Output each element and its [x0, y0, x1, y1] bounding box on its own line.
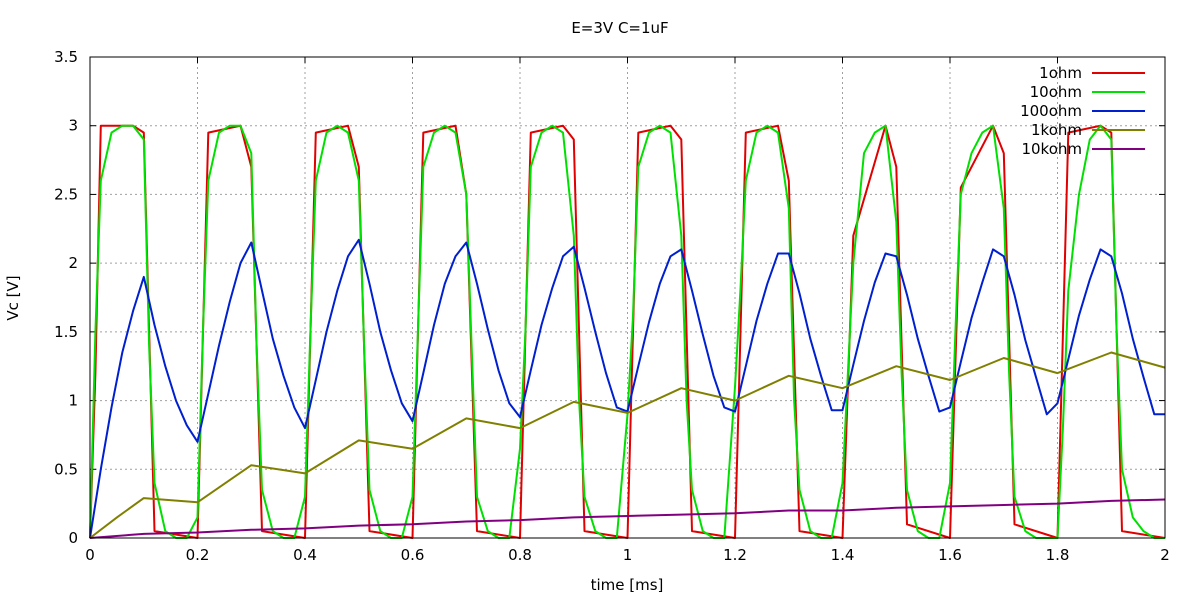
legend-label-10kohm: 10kohm [1021, 140, 1082, 158]
x-axis-title: time [ms] [591, 576, 664, 594]
x-tick-label: 2 [1160, 546, 1170, 564]
legend-label-1ohm: 1ohm [1039, 64, 1082, 82]
series-line-1kohm [89, 351, 1166, 539]
legend-label-1kohm: 1kohm [1031, 121, 1082, 139]
x-tick-label: 0 [85, 546, 95, 564]
x-tick-label: 1.4 [831, 546, 855, 564]
series-line-100ohm [89, 238, 1165, 539]
x-tick-label: 0.2 [186, 546, 210, 564]
series-line-10ohm [89, 124, 1165, 539]
series-line-1ohm [89, 124, 1166, 539]
chart-title: E=3V C=1uF [571, 19, 668, 37]
axis-ticks: 0 0.2 0.4 0.6 0.8 1 1.2 1.4 1.6 1.8 2 0 0.5 1 1.5 2 2.5 3… [54, 48, 1170, 564]
x-tick-label: 1 [623, 546, 633, 564]
x-tick-label: 1.8 [1046, 546, 1070, 564]
plot-frame [89, 56, 1166, 539]
legend-label-100ohm: 100ohm [1020, 102, 1082, 120]
x-tick-label: 1.6 [938, 546, 962, 564]
x-tick-label: 0.4 [293, 546, 317, 564]
y-tick-label: 2.5 [54, 185, 78, 203]
series-lines [89, 124, 1166, 539]
y-tick-label: 1.5 [54, 323, 78, 341]
legend-label-10ohm: 10ohm [1030, 83, 1082, 101]
y-tick-label: 2 [68, 254, 78, 272]
grid [90, 57, 1165, 538]
y-tick-label: 3.5 [54, 48, 78, 66]
y-axis-title: Vc [V] [4, 275, 22, 320]
x-tick-label: 1.2 [723, 546, 747, 564]
series-line-10kohm [89, 498, 1166, 539]
x-tick-label: 0.6 [401, 546, 425, 564]
y-tick-label: 3 [68, 117, 78, 135]
y-tick-label: 0 [68, 529, 78, 547]
y-tick-label: 1 [68, 392, 78, 410]
x-tick-label: 0.8 [508, 546, 532, 564]
y-tick-label: 0.5 [54, 460, 78, 478]
